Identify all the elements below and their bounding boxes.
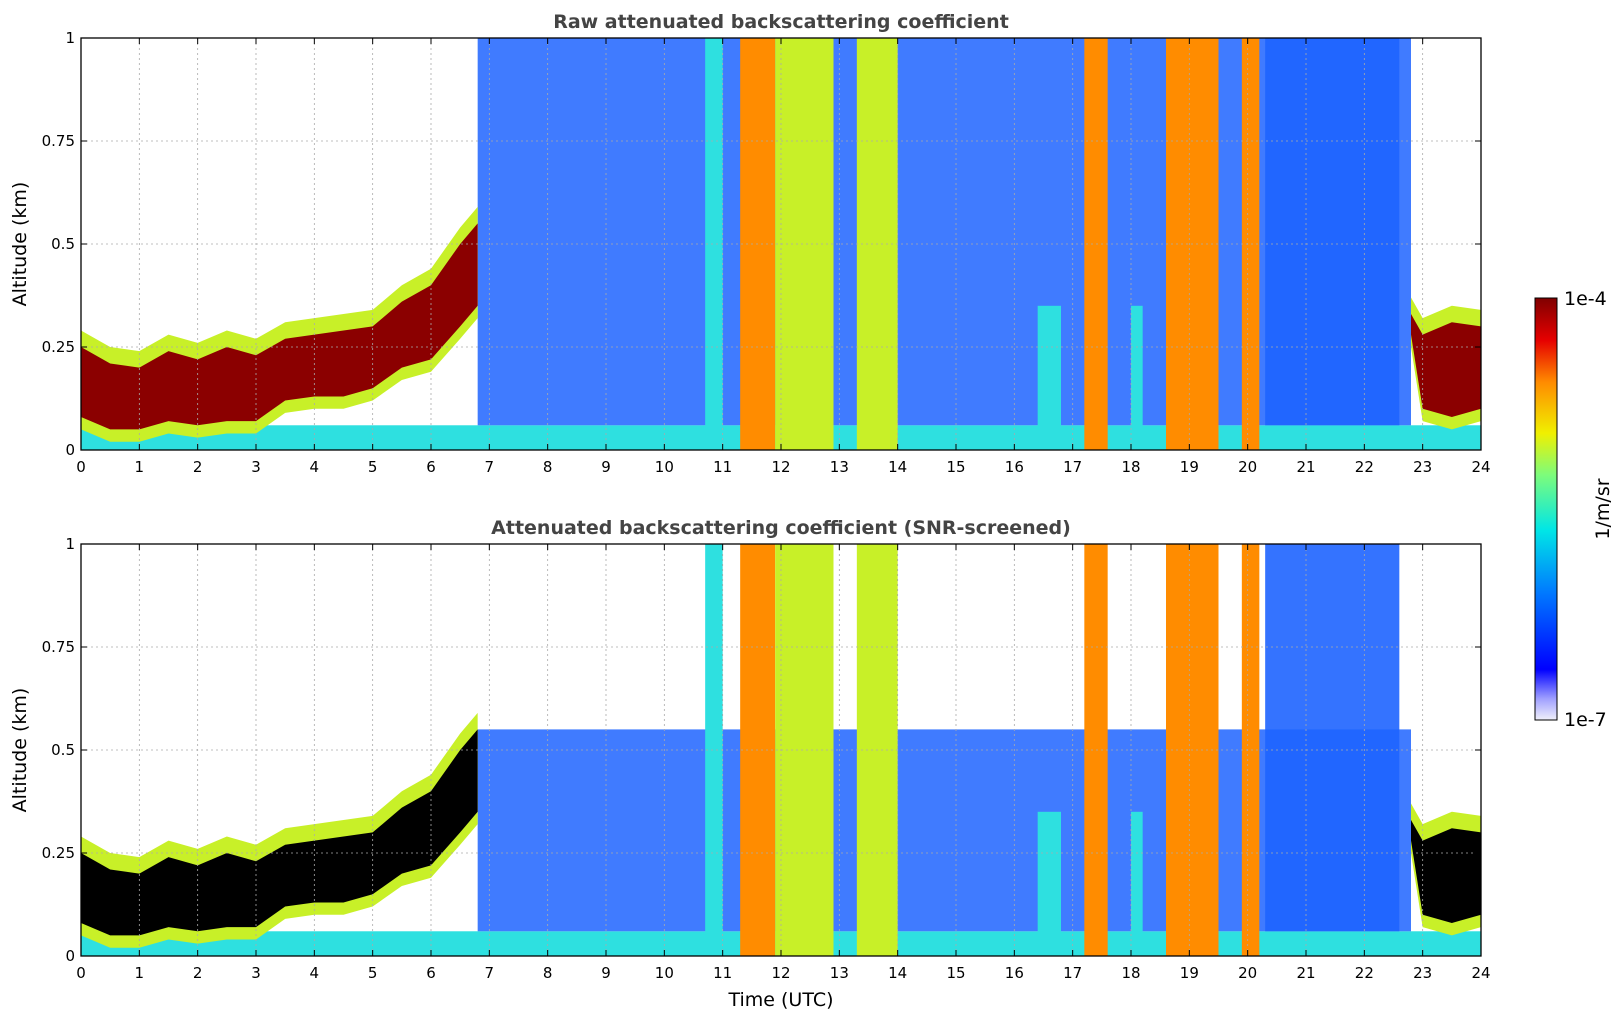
y-tick-label: 0 [65,441,75,459]
y-tick-label: 0.5 [51,235,75,253]
x-tick-label: 23 [1413,964,1432,982]
x-tick-label: 20 [1238,458,1257,476]
signal-band [1037,811,1061,956]
x-tick-label: 8 [543,458,553,476]
aerosol-layer [81,729,478,936]
y-tick-label: 0.75 [42,132,75,150]
x-tick-label: 4 [310,964,320,982]
x-tick-label: 20 [1238,964,1257,982]
chart-title: Raw attenuated backscattering coefficien… [553,11,1009,33]
signal-band [1037,305,1061,450]
x-tick-label: 12 [771,964,790,982]
signal-band [705,38,723,450]
y-tick-label: 0.25 [42,338,75,356]
panel-raw: Raw attenuated backscattering coefficien… [9,11,1491,476]
x-tick-label: 6 [426,458,436,476]
signal-band [775,544,834,956]
x-tick-label: 10 [655,458,674,476]
x-tick-label: 0 [76,458,86,476]
x-tick-label: 18 [1121,458,1140,476]
signal-band [1131,305,1143,450]
colorbar-gradient [1534,297,1558,721]
x-tick-label: 16 [1005,458,1024,476]
y-axis-label: Altitude (km) [9,182,31,307]
signal-band [705,544,723,956]
y-tick-label: 0.25 [42,844,75,862]
x-tick-label: 2 [193,458,203,476]
chart-title: Attenuated backscattering coefficient (S… [491,517,1071,539]
x-tick-label: 3 [251,458,261,476]
x-tick-label: 9 [601,458,611,476]
x-tick-label: 13 [830,964,849,982]
x-tick-label: 11 [713,458,732,476]
x-tick-label: 14 [888,458,907,476]
aerosol-layer [81,223,478,430]
x-tick-label: 12 [771,458,790,476]
x-tick-label: 7 [485,964,495,982]
x-tick-label: 24 [1471,458,1490,476]
x-tick-label: 19 [1180,458,1199,476]
x-tick-label: 1 [135,458,145,476]
x-tick-label: 9 [601,964,611,982]
x-tick-label: 15 [946,458,965,476]
panel-screened: Attenuated backscattering coefficient (S… [9,517,1491,1011]
x-tick-label: 19 [1180,964,1199,982]
x-tick-label: 7 [485,458,495,476]
y-tick-label: 0.5 [51,741,75,759]
x-tick-label: 1 [135,964,145,982]
x-tick-label: 17 [1063,458,1082,476]
x-axis: 0 1 2 3 4 5 6 7 8 9 10 11 12 13 14 15 16 17 18 19 20 21 22 23 24 [76,38,1491,476]
x-tick-label: 11 [713,964,732,982]
x-tick-label: 17 [1063,964,1082,982]
x-tick-label: 16 [1005,964,1024,982]
x-tick-label: 13 [830,458,849,476]
x-axis-label: Time (UTC) [727,989,833,1011]
x-tick-label: 21 [1296,458,1315,476]
blue-field [1265,544,1400,932]
x-tick-label: 5 [368,964,378,982]
x-tick-label: 6 [426,964,436,982]
y-axis: 0 0.25 0.5 0.75 1 [42,29,1481,459]
signal-band [1131,811,1143,956]
x-tick-label: 22 [1355,458,1374,476]
colorbar-max-label: 1e-4 [1564,288,1607,310]
y-axis-label: Altitude (km) [9,688,31,813]
x-tick-label: 5 [368,458,378,476]
y-axis: 0 0.25 0.5 0.75 1 [42,535,1481,965]
colorbar-min-label: 1e-7 [1564,709,1607,731]
x-tick-label: 10 [655,964,674,982]
x-tick-label: 18 [1121,964,1140,982]
x-tick-label: 0 [76,964,86,982]
aerosol-layer [1411,820,1481,924]
aerosol-layer [1411,314,1481,418]
x-tick-label: 21 [1296,964,1315,982]
x-tick-label: 22 [1355,964,1374,982]
blue-field [1265,38,1400,426]
y-tick-label: 0.75 [42,638,75,656]
y-tick-label: 1 [65,535,75,553]
signal-band [775,38,834,450]
x-tick-label: 8 [543,964,553,982]
x-tick-label: 4 [310,458,320,476]
x-tick-label: 14 [888,964,907,982]
x-axis: 0 1 2 3 4 5 6 7 8 9 10 11 12 13 14 15 16 17 18 19 20 21 22 23 24 [76,544,1491,982]
y-tick-label: 1 [65,29,75,47]
x-tick-label: 15 [946,964,965,982]
y-tick-label: 0 [65,947,75,965]
x-tick-label: 3 [251,964,261,982]
colorbar-units-label: 1/m/sr [1592,478,1614,539]
colorbar: 1e-4 1e-7 1/m/sr [1534,288,1614,731]
x-tick-label: 24 [1471,964,1490,982]
x-tick-label: 23 [1413,458,1432,476]
x-tick-label: 2 [193,964,203,982]
